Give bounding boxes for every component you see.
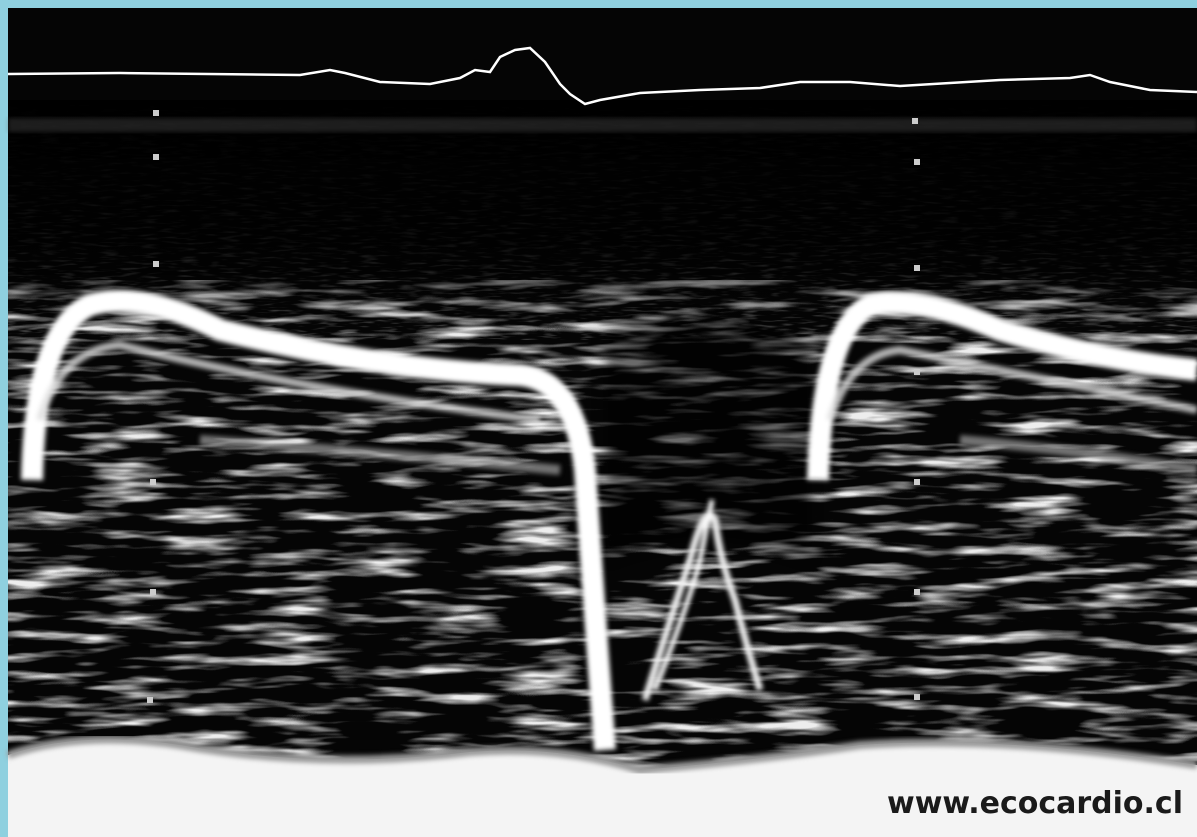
m-mode-echo: www.ecocardio.cl [0,0,1197,837]
near-field-band [8,118,1197,132]
page: www.ecocardio.cl (() => { const data = J… [0,0,1197,837]
watermark: www.ecocardio.cl [887,786,1183,821]
